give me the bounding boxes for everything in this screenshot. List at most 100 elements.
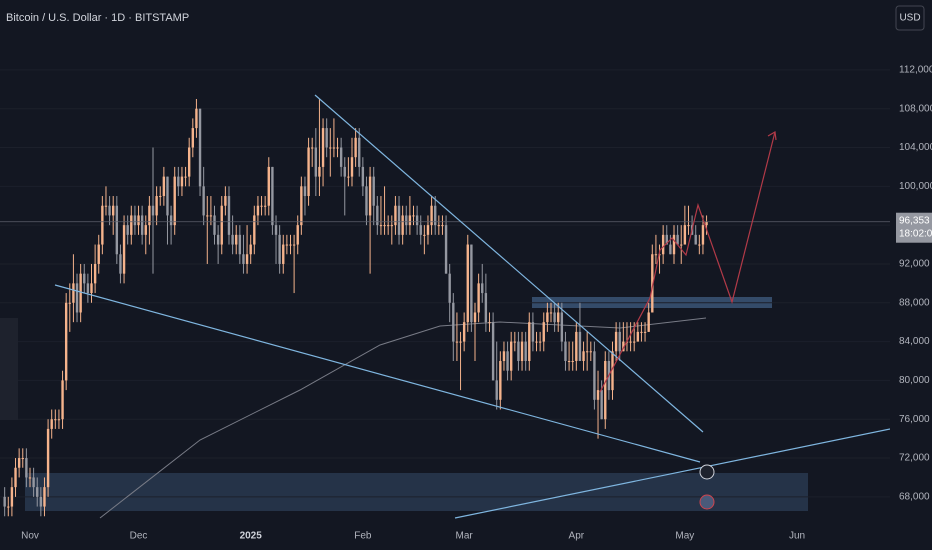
candle-body <box>560 312 564 342</box>
candle-body <box>694 234 697 245</box>
candle-body <box>311 147 314 149</box>
candle-body <box>640 331 643 333</box>
candle-body <box>282 244 285 264</box>
candle-body <box>191 128 195 148</box>
candle-body <box>466 244 469 323</box>
last-price-box <box>896 212 932 243</box>
candle-body <box>253 215 256 245</box>
candle-body <box>622 341 625 352</box>
candle-body <box>575 331 578 361</box>
candle-body <box>206 215 209 217</box>
candle-body <box>372 176 375 206</box>
candle-body <box>669 244 672 255</box>
candle-body <box>43 487 46 507</box>
candle-body <box>582 351 585 361</box>
y-tick-label: 100,000 <box>899 181 932 192</box>
candle-body <box>64 302 68 381</box>
y-tick-label: 76,000 <box>899 414 930 425</box>
candle-body <box>93 263 97 284</box>
candle-body <box>130 215 133 235</box>
candle-body <box>57 419 61 421</box>
candle-body <box>571 360 574 362</box>
candle-body <box>343 166 346 177</box>
candle-body <box>553 312 556 323</box>
candle-body <box>32 477 35 488</box>
candle-body <box>227 196 231 235</box>
x-tick-label: Feb <box>354 531 372 542</box>
candle-body <box>423 234 426 236</box>
candle-body <box>567 360 571 362</box>
x-tick-label: Apr <box>569 531 585 542</box>
event-icon[interactable] <box>699 464 715 480</box>
candle-body <box>531 322 535 342</box>
candle-body <box>292 244 296 246</box>
candle-body <box>495 380 498 400</box>
candle-body <box>680 244 683 246</box>
candle-body <box>459 341 462 343</box>
candle-body <box>245 254 249 264</box>
candle-body <box>274 225 278 235</box>
candle-body <box>285 244 289 246</box>
chart-title: Bitcoin / U.S. Dollar · 1D · BITSTAMP <box>6 12 189 24</box>
candle-body <box>347 176 350 178</box>
candle-body <box>386 225 390 227</box>
candle-body <box>339 147 343 167</box>
candle-body <box>39 496 43 507</box>
candle-body <box>361 166 365 187</box>
candle-body <box>636 331 640 342</box>
candle-body <box>633 341 636 343</box>
x-tick-label: Dec <box>130 531 148 542</box>
candle-body <box>390 225 393 227</box>
candle-body <box>202 186 205 216</box>
candle-body <box>86 283 90 294</box>
candle-body <box>701 225 705 245</box>
candle-body <box>137 215 140 226</box>
candle-body <box>97 244 100 264</box>
candle-body <box>36 487 39 497</box>
candle-body <box>455 341 459 343</box>
candle-body <box>72 283 75 303</box>
candle-body <box>368 176 372 216</box>
candle-body <box>651 254 654 313</box>
candle-body <box>133 215 137 226</box>
candle-body <box>325 128 328 148</box>
trendline <box>314 94 704 433</box>
candle-body <box>549 312 553 314</box>
candle-body <box>488 322 491 324</box>
candle-body <box>448 273 451 303</box>
y-tick-label: 104,000 <box>899 142 932 153</box>
candle-body <box>50 419 53 429</box>
candle-body <box>54 419 57 421</box>
candle-body <box>238 234 242 255</box>
y-tick-label: 72,000 <box>899 453 930 464</box>
candle-body <box>520 341 524 361</box>
candle-body <box>180 176 184 187</box>
candle-body <box>585 351 589 353</box>
candle-body <box>419 225 422 235</box>
candle-body <box>3 496 6 507</box>
candle-body <box>437 225 441 227</box>
y-tick-label: 112,000 <box>899 65 932 76</box>
candle-body <box>589 351 592 353</box>
candle-body <box>506 351 509 371</box>
event-icon[interactable] <box>699 494 715 510</box>
candle-body <box>379 225 383 227</box>
support-zone <box>25 473 808 511</box>
candle-body <box>705 221 708 226</box>
candle-body <box>383 225 386 227</box>
candle-body <box>104 205 108 207</box>
candle-body <box>470 244 473 323</box>
candle-body <box>242 254 245 264</box>
x-tick-label: May <box>675 531 694 542</box>
candle-body <box>75 283 79 313</box>
candle-body <box>271 166 274 226</box>
currency-button[interactable] <box>895 5 925 31</box>
candle-body <box>336 147 339 149</box>
candle-body <box>296 225 299 245</box>
candle-body <box>683 225 687 245</box>
candle-body <box>557 312 560 323</box>
candle-body <box>444 225 448 274</box>
candle-body <box>177 176 180 187</box>
